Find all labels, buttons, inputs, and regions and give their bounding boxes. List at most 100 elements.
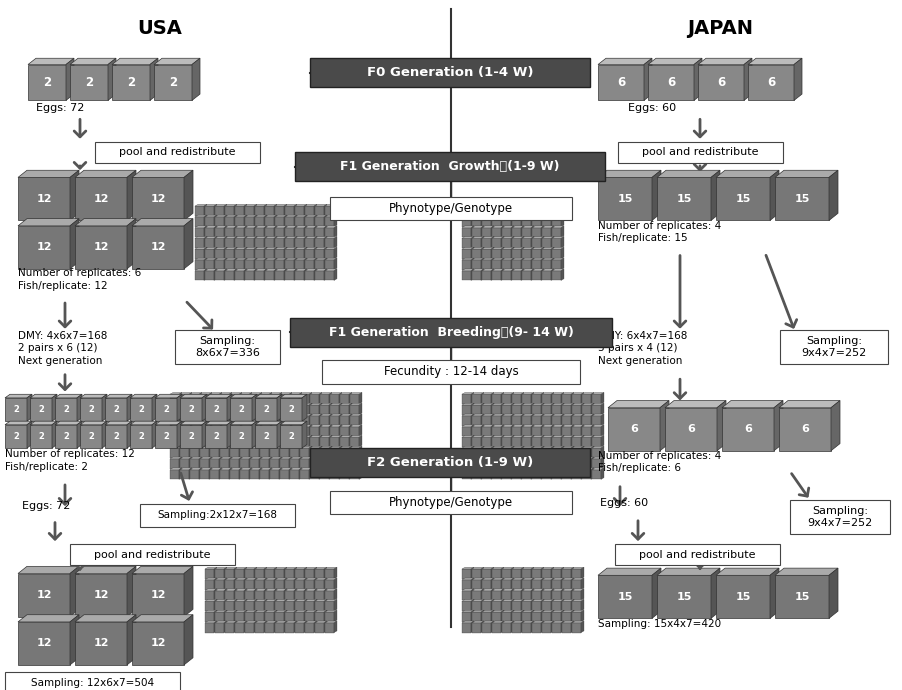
Polygon shape: [492, 435, 503, 437]
Polygon shape: [215, 206, 224, 216]
Polygon shape: [340, 403, 352, 405]
Polygon shape: [550, 468, 554, 480]
Polygon shape: [152, 394, 157, 421]
Polygon shape: [520, 600, 523, 611]
Text: JAPAN: JAPAN: [686, 19, 752, 38]
Polygon shape: [481, 600, 483, 611]
Polygon shape: [155, 421, 182, 425]
Polygon shape: [502, 228, 511, 237]
Polygon shape: [511, 446, 513, 458]
Polygon shape: [195, 237, 207, 238]
Polygon shape: [280, 470, 289, 480]
Polygon shape: [225, 226, 236, 228]
Polygon shape: [472, 425, 483, 426]
Polygon shape: [264, 258, 277, 260]
Polygon shape: [550, 589, 554, 600]
Polygon shape: [305, 260, 314, 270]
Polygon shape: [315, 569, 324, 579]
Polygon shape: [520, 403, 523, 415]
Polygon shape: [264, 215, 277, 217]
Polygon shape: [492, 249, 501, 259]
Polygon shape: [80, 425, 102, 448]
Polygon shape: [198, 435, 202, 447]
Polygon shape: [177, 394, 182, 421]
Polygon shape: [315, 578, 327, 580]
Polygon shape: [540, 610, 543, 622]
Polygon shape: [502, 237, 513, 238]
Polygon shape: [462, 470, 471, 480]
Polygon shape: [254, 591, 263, 600]
Polygon shape: [492, 446, 503, 448]
Polygon shape: [224, 621, 226, 633]
Polygon shape: [315, 591, 324, 600]
Polygon shape: [253, 610, 257, 622]
Polygon shape: [254, 421, 281, 425]
Polygon shape: [521, 610, 533, 612]
Polygon shape: [471, 414, 474, 426]
Polygon shape: [471, 247, 474, 259]
Polygon shape: [571, 414, 584, 416]
Polygon shape: [359, 414, 362, 426]
Polygon shape: [582, 468, 594, 470]
Polygon shape: [541, 589, 554, 591]
Polygon shape: [294, 567, 297, 579]
Polygon shape: [304, 237, 307, 248]
Polygon shape: [189, 403, 192, 415]
Polygon shape: [244, 601, 253, 611]
Polygon shape: [239, 425, 242, 436]
Polygon shape: [325, 600, 336, 601]
Polygon shape: [601, 393, 603, 404]
Polygon shape: [492, 468, 503, 470]
Polygon shape: [560, 237, 564, 248]
Polygon shape: [235, 237, 247, 238]
Polygon shape: [280, 393, 291, 394]
Polygon shape: [329, 435, 342, 437]
Polygon shape: [561, 435, 574, 437]
Polygon shape: [18, 177, 70, 220]
Polygon shape: [289, 435, 291, 447]
Polygon shape: [225, 623, 234, 633]
Polygon shape: [244, 247, 257, 249]
Polygon shape: [502, 394, 511, 404]
Polygon shape: [540, 269, 543, 280]
Polygon shape: [210, 435, 222, 437]
Polygon shape: [325, 260, 334, 270]
Polygon shape: [235, 215, 247, 217]
Polygon shape: [284, 621, 287, 633]
Polygon shape: [570, 621, 574, 633]
Polygon shape: [304, 226, 307, 237]
Polygon shape: [329, 425, 342, 426]
Polygon shape: [318, 414, 322, 426]
Polygon shape: [224, 204, 226, 216]
Polygon shape: [472, 621, 483, 623]
Text: Phynotype/Genotype: Phynotype/Genotype: [389, 202, 512, 215]
Polygon shape: [502, 217, 511, 227]
Polygon shape: [511, 405, 520, 415]
Polygon shape: [502, 204, 513, 206]
Polygon shape: [501, 393, 503, 404]
Polygon shape: [560, 600, 564, 611]
Polygon shape: [601, 414, 603, 426]
Polygon shape: [501, 269, 503, 280]
Polygon shape: [501, 457, 503, 469]
Polygon shape: [580, 425, 584, 436]
Text: 2 pairs x 6 (12): 2 pairs x 6 (12): [18, 343, 97, 353]
Polygon shape: [210, 446, 222, 448]
Polygon shape: [471, 578, 474, 590]
Polygon shape: [521, 249, 530, 259]
Text: 12: 12: [36, 590, 51, 600]
Polygon shape: [205, 215, 216, 217]
Polygon shape: [155, 394, 182, 398]
Polygon shape: [260, 435, 272, 437]
Text: 15: 15: [734, 194, 750, 204]
Polygon shape: [561, 437, 570, 447]
Polygon shape: [482, 437, 491, 447]
Polygon shape: [225, 578, 236, 580]
Polygon shape: [482, 601, 491, 611]
Polygon shape: [541, 591, 550, 600]
Polygon shape: [263, 567, 267, 579]
Polygon shape: [305, 623, 314, 633]
Polygon shape: [462, 459, 471, 469]
Polygon shape: [592, 416, 601, 426]
Polygon shape: [502, 258, 513, 260]
